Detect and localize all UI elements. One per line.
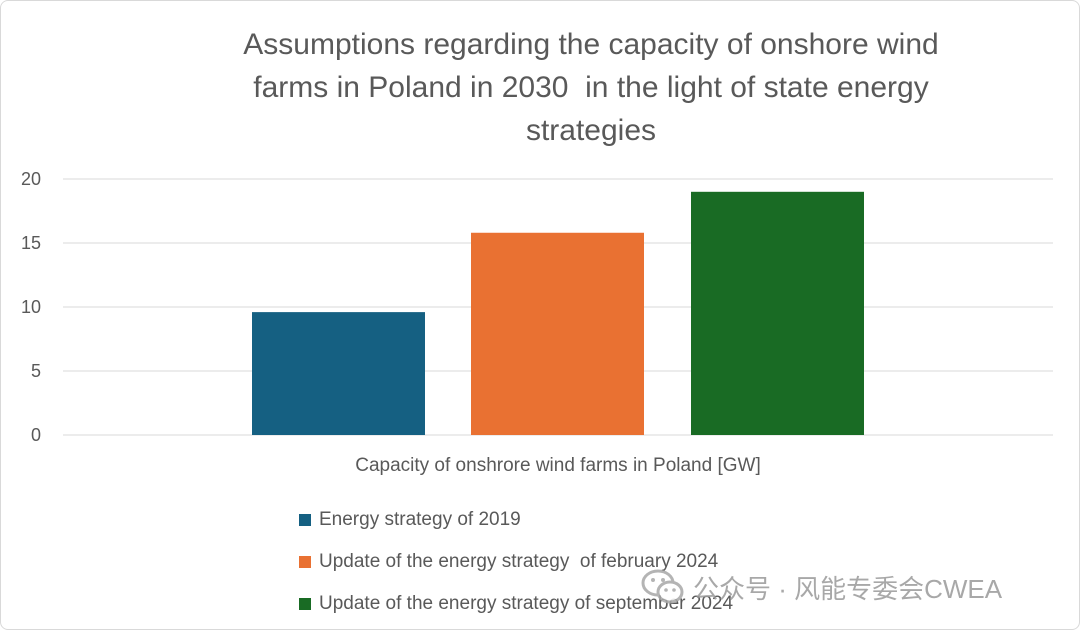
bars: [252, 191, 864, 435]
chart-title-line: strategies: [525, 114, 657, 147]
watermark-text: 公众号 · 风能专委会CWEA: [693, 573, 1003, 604]
watermark: 公众号 · 风能专委会CWEA: [641, 567, 1002, 607]
y-tick-label: 10: [21, 297, 41, 317]
legend-item: Energy strategy of 2019: [299, 499, 733, 541]
y-tick-label: 0: [31, 425, 41, 445]
bar-2: [471, 232, 644, 435]
bar-3: [691, 191, 864, 435]
legend-swatch: [299, 598, 311, 610]
chart-title-line: Assumptions regarding the capacity of on…: [243, 28, 939, 61]
legend-swatch: [299, 556, 311, 568]
legend-label: Energy strategy of 2019: [319, 509, 521, 530]
chart-title: Assumptions regarding the capacity of on…: [141, 23, 1041, 152]
bar-1: [252, 312, 425, 435]
y-tick-label: 5: [31, 361, 41, 381]
y-tick-label: 15: [21, 233, 41, 253]
y-axis-ticks: 0 5 10 15 20: [21, 169, 41, 445]
legend-swatch: [299, 514, 311, 526]
legend: Energy strategy of 2019 Update of the ene…: [299, 499, 733, 625]
y-tick-label: 20: [21, 169, 41, 189]
legend-label: Update of the energy strategy of februar…: [319, 551, 719, 572]
legend-label: Update of the energy strategy of septemb…: [319, 593, 734, 614]
wechat-icon: [641, 569, 684, 604]
x-axis-title: Capacity of onshrore wind farms in Polan…: [355, 455, 761, 476]
legend-item: Update of the energy strategy of septemb…: [299, 583, 733, 625]
chart-title-line: farms in Poland in 2030 in the light of …: [253, 71, 929, 104]
legend-item: Update of the energy strategy of februar…: [299, 541, 733, 583]
